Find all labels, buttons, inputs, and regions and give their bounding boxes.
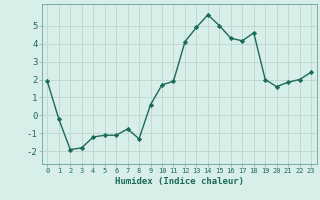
X-axis label: Humidex (Indice chaleur): Humidex (Indice chaleur) <box>115 177 244 186</box>
